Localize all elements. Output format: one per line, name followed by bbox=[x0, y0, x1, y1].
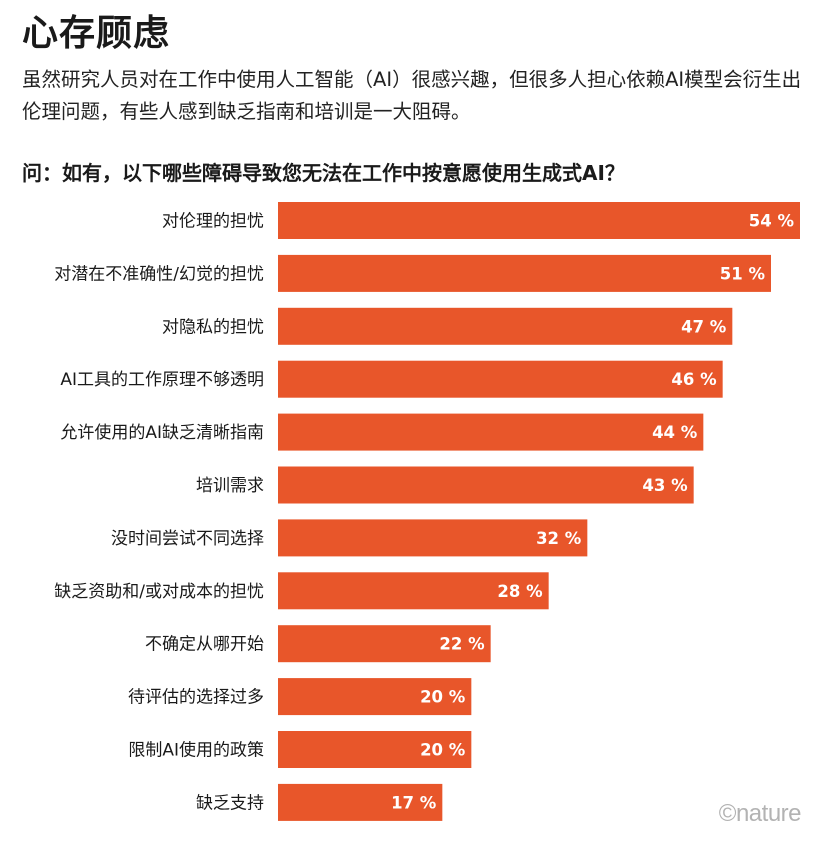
value-label: 20 % bbox=[420, 741, 466, 760]
value-label: 51 % bbox=[720, 264, 766, 283]
value-label: 47 % bbox=[681, 317, 727, 336]
bar bbox=[278, 731, 472, 768]
category-label: 不确定从哪开始 bbox=[145, 635, 264, 655]
category-label: 限制AI使用的政策 bbox=[128, 740, 264, 761]
chart-title: 心存顾虑 bbox=[22, 13, 171, 54]
nature-credit-logo: ©nature bbox=[718, 800, 802, 827]
category-label: 对伦理的担忧 bbox=[162, 212, 264, 232]
value-label: 22 % bbox=[439, 635, 485, 654]
value-label: 32 % bbox=[536, 529, 582, 548]
value-label: 43 % bbox=[642, 476, 688, 495]
bar bbox=[278, 466, 694, 504]
bar bbox=[278, 678, 472, 716]
bar bbox=[278, 783, 443, 821]
survey-question: 问：如有，以下哪些障碍导致您无法在工作中按意愿使用生成式AI？ bbox=[22, 161, 625, 185]
value-label: 54 % bbox=[749, 212, 795, 231]
category-label: 对隐私的担忧 bbox=[162, 317, 264, 337]
value-label: 17 % bbox=[391, 793, 437, 812]
bar bbox=[278, 519, 588, 557]
value-label: 44 % bbox=[652, 423, 698, 442]
category-label: AI工具的工作原理不够透明 bbox=[60, 370, 264, 390]
category-label: 缺乏支持 bbox=[196, 793, 264, 813]
category-label: 允许使用的AI缺乏清晰指南 bbox=[60, 422, 264, 443]
bar bbox=[278, 360, 723, 398]
value-label: 46 % bbox=[671, 370, 717, 389]
value-label: 28 % bbox=[497, 582, 543, 601]
value-label: 20 % bbox=[420, 688, 466, 707]
bar bbox=[278, 413, 704, 451]
bar bbox=[278, 307, 733, 345]
category-label: 对潜在不准确性/幻觉的担忧 bbox=[54, 264, 264, 284]
category-label: 培训需求 bbox=[196, 476, 264, 496]
category-label: 缺乏资助和/或对成本的担忧 bbox=[54, 582, 264, 602]
bar bbox=[278, 254, 771, 292]
bar bbox=[278, 202, 800, 239]
bar bbox=[278, 572, 549, 610]
category-label: 没时间尝试不同选择 bbox=[111, 529, 264, 549]
category-label: 待评估的选择过多 bbox=[128, 688, 264, 708]
chart-subtitle: 虽然研究人员对在工作中使用人工智能（AI）很感兴趣，但很多人担心依赖AI模型会衍… bbox=[22, 68, 802, 123]
bar bbox=[278, 625, 491, 663]
